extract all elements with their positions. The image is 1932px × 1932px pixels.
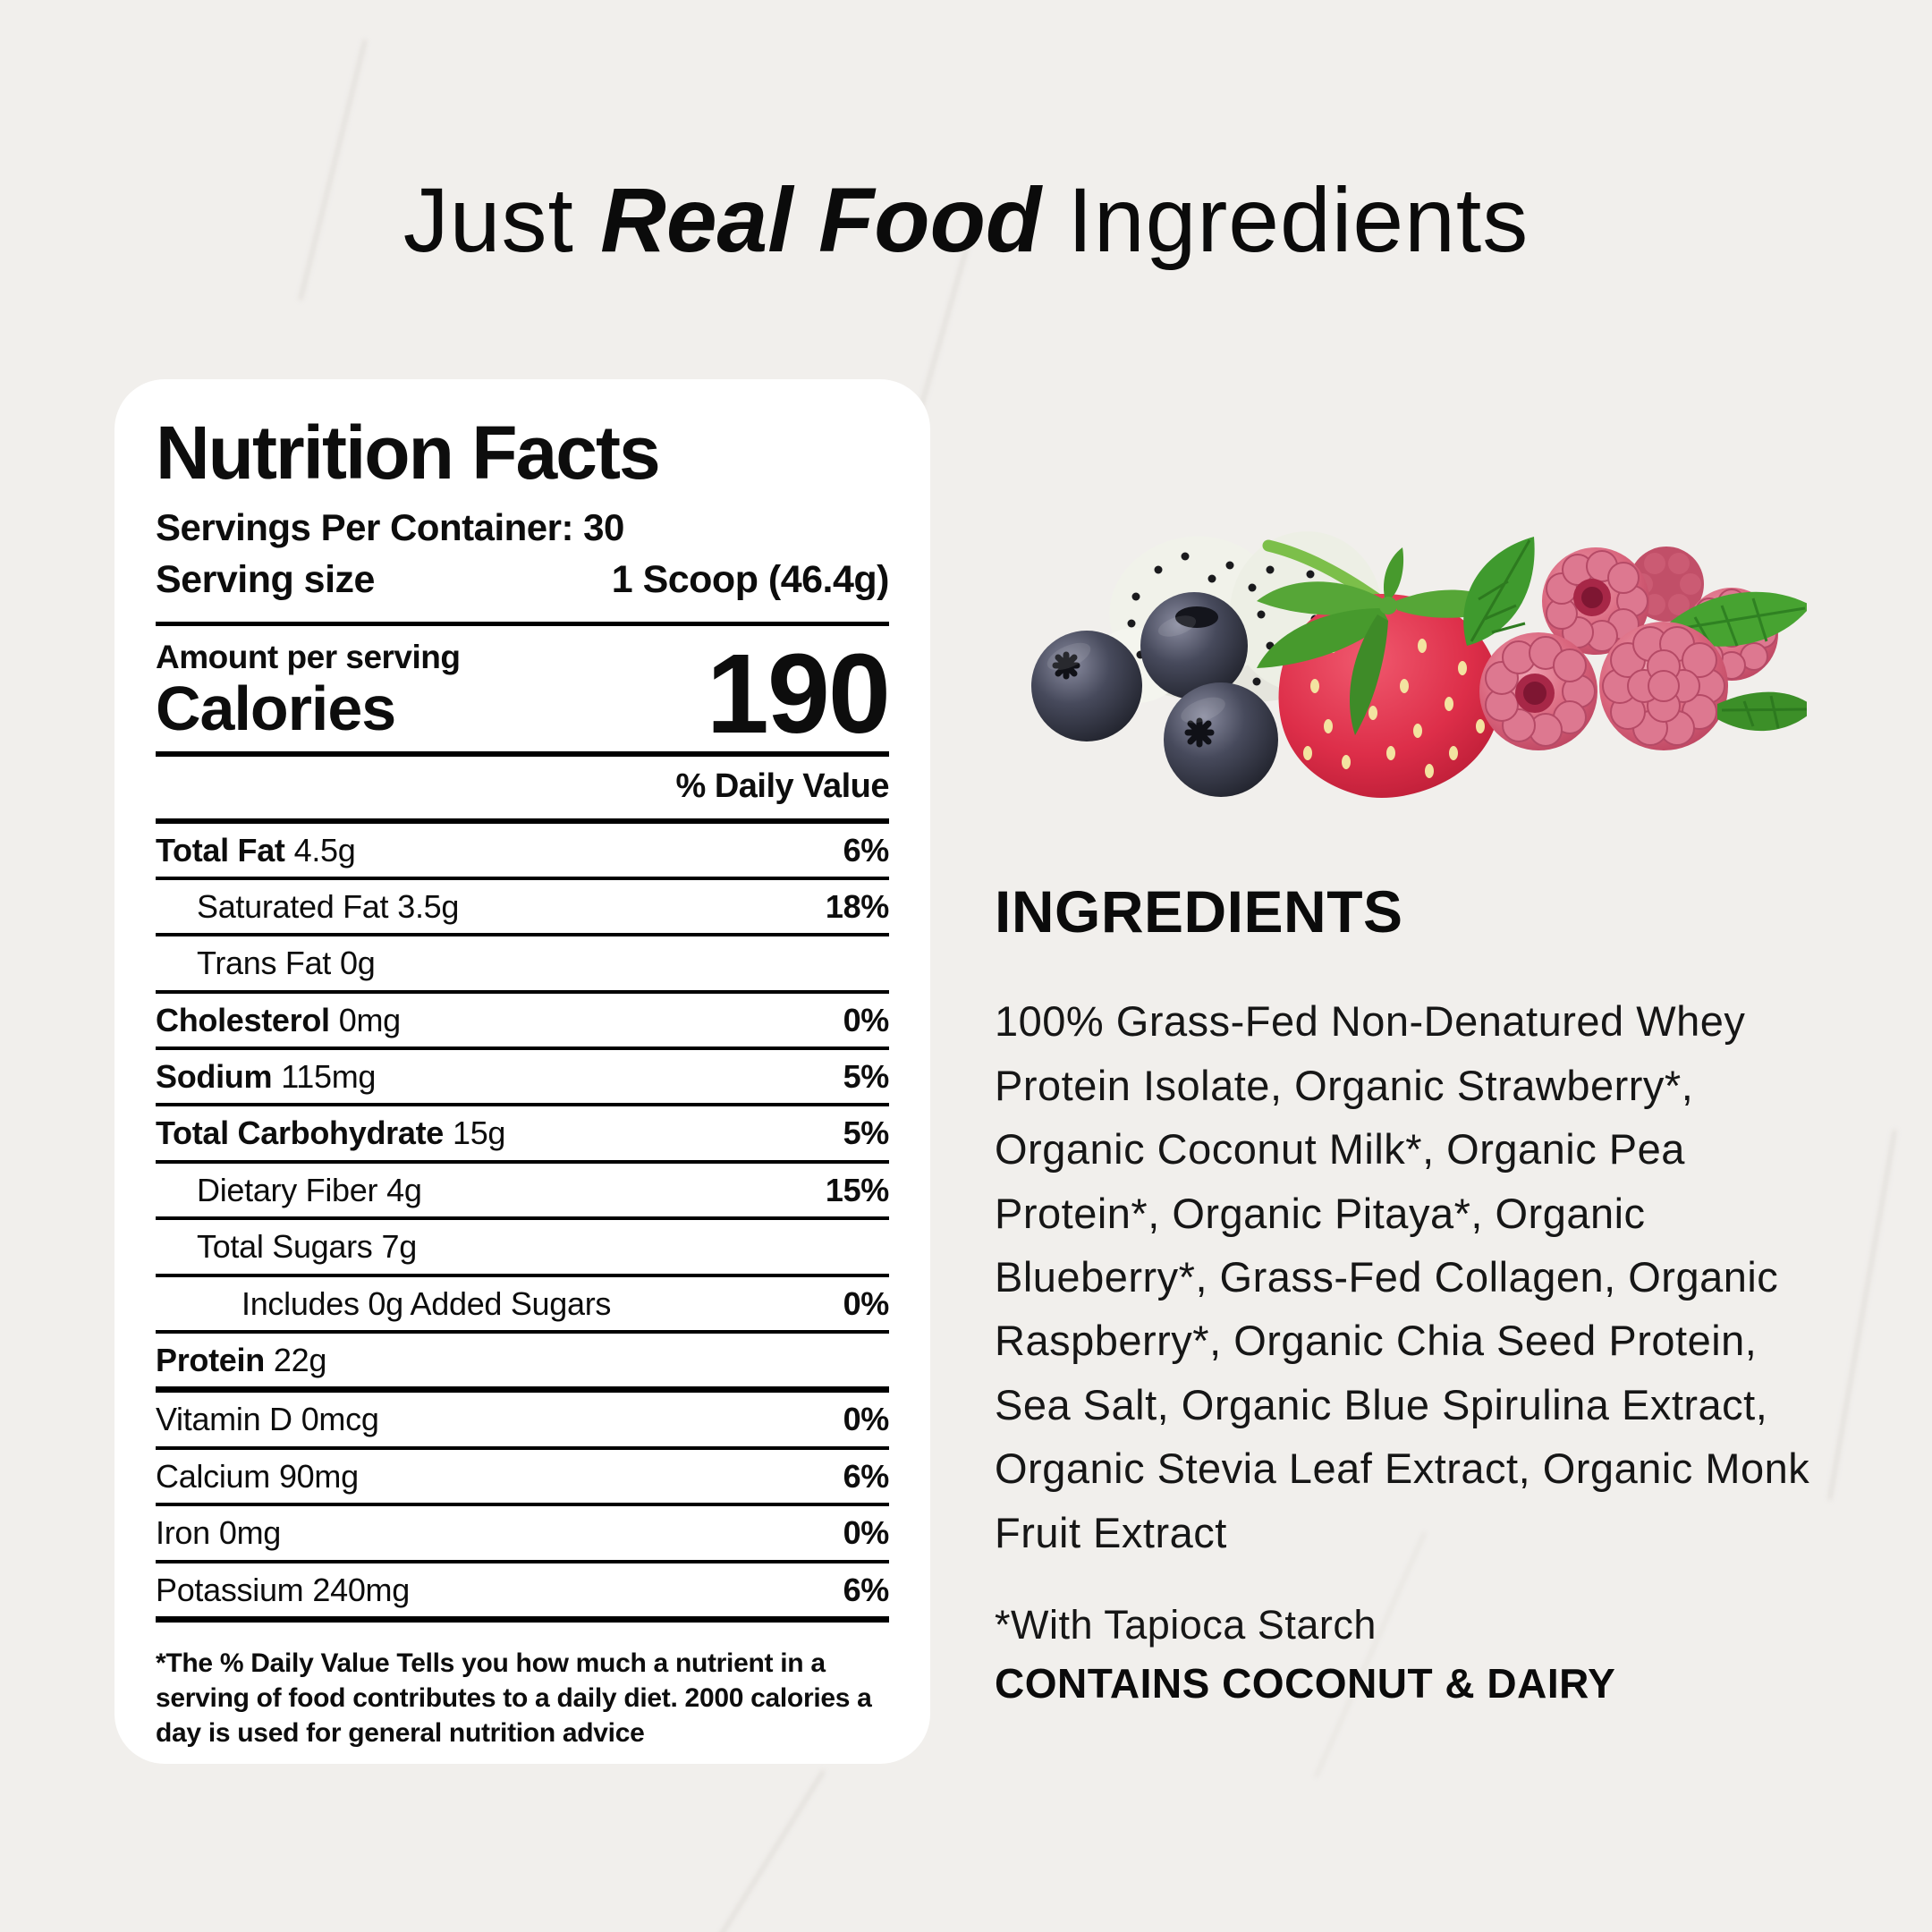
calories-label: Calories <box>156 674 396 743</box>
nutrient-label: Vitamin D 0mcg <box>156 1401 379 1438</box>
calories-labels: Amount per serving Calories <box>156 639 461 742</box>
nutrient-label: Calcium 90mg <box>156 1457 359 1495</box>
nutrient-label: Trans Fat 0g <box>197 945 376 982</box>
nutrient-daily-value: 5% <box>843 1058 890 1096</box>
nutrient-label: Potassium 240mg <box>156 1571 410 1608</box>
raspberries <box>1463 537 1807 750</box>
serving-size-row: Serving size 1 Scoop (46.4g) <box>156 558 890 602</box>
nutrient-daily-value: 5% <box>843 1114 890 1152</box>
servings-per-container: Servings Per Container: 30 <box>156 506 624 548</box>
nutrient-row: Total Sugars 7g <box>156 1220 889 1277</box>
nutrient-daily-value: 6% <box>843 1571 890 1608</box>
nutrient-label: Cholesterol 0mg <box>156 1001 401 1038</box>
nutrient-row: Includes 0g Added Sugars 0% <box>156 1277 890 1335</box>
nutrient-daily-value: 0% <box>843 1401 890 1438</box>
nutrient-label: Saturated Fat 3.5g <box>197 887 460 925</box>
nutrient-daily-value: 18% <box>825 887 889 925</box>
blueberries <box>1031 592 1278 797</box>
serving-size-value: 1 Scoop (46.4g) <box>611 558 890 601</box>
nutrient-row: Saturated Fat 3.5g 18% <box>156 880 889 937</box>
nutrient-row: Iron 0mg 0% <box>156 1506 889 1563</box>
daily-value-header: % Daily Value <box>156 757 890 824</box>
raspberry-leaf <box>1717 691 1807 732</box>
nutrient-label: Includes 0g Added Sugars <box>242 1284 612 1322</box>
nutrient-daily-value: 6% <box>843 831 890 869</box>
berries-image <box>1031 531 1807 799</box>
daily-value-footnote: *The % Daily Value Tells you how much a … <box>156 1648 872 1748</box>
nutrient-row: Protein 22g <box>156 1334 889 1394</box>
ingredients-section: INGREDIENTS 100% Grass-Fed Non-Denatured… <box>995 878 1826 1707</box>
nutrient-label: Protein 22g <box>156 1342 327 1379</box>
allergen-note: CONTAINS COCONUT & DAIRY <box>995 1660 1616 1707</box>
nutrient-row: Potassium 240mg 6% <box>156 1563 889 1623</box>
nutrient-label: Dietary Fiber 4g <box>197 1171 422 1208</box>
nutrient-row: Trans Fat 0g <box>156 936 889 994</box>
serving-size-label: Serving size <box>156 558 375 601</box>
title-suffix: Ingredients <box>1041 169 1530 272</box>
nutrient-row: Total Carbohydrate 15g 5% <box>156 1106 890 1164</box>
title-emphasis: Real Food <box>600 169 1042 272</box>
nutrient-row: Vitamin D 0mcg 0% <box>156 1393 890 1450</box>
nutrient-row: Sodium 115mg 5% <box>156 1050 890 1107</box>
divider <box>156 622 889 626</box>
ingredients-heading: INGREDIENTS <box>995 878 1403 945</box>
marble-vein <box>699 1769 826 1932</box>
nutrient-label: Sodium 115mg <box>156 1058 377 1096</box>
nutrient-daily-value: 6% <box>843 1457 890 1495</box>
nutrient-label: Total Carbohydrate 15g <box>156 1114 506 1152</box>
calories-block: Amount per serving Calories 190 <box>156 626 891 758</box>
nutrition-facts-panel: Nutrition Facts Servings Per Container: … <box>114 379 930 1764</box>
nutrient-rows: Total Fat 4.5g 6% Saturated Fat 3.5g 18% T… <box>156 824 889 1623</box>
page-title: Just Real Food Ingredients <box>0 170 1932 270</box>
nutrient-label: Iron 0mg <box>156 1514 281 1552</box>
nutrient-row: Total Fat 4.5g 6% <box>156 824 889 880</box>
strawberry <box>1257 547 1507 799</box>
nutrient-row: Calcium 90mg 6% <box>156 1450 890 1507</box>
nutrient-daily-value: 0% <box>843 1284 890 1322</box>
nutrient-daily-value: 15% <box>825 1171 889 1208</box>
nutrient-row: Cholesterol 0mg 0% <box>156 994 890 1051</box>
raspberry-leaf <box>1668 591 1807 647</box>
title-prefix: Just <box>402 169 601 272</box>
nutrient-daily-value: 0% <box>843 1514 890 1552</box>
marble-vein <box>1827 1129 1897 1501</box>
ingredients-text: 100% Grass-Fed Non-Denatured Whey Protei… <box>995 997 1810 1556</box>
amount-per-serving-label: Amount per serving <box>156 639 461 675</box>
strawberry-calyx <box>1257 547 1507 735</box>
nutrient-label: Total Sugars 7g <box>197 1228 417 1266</box>
raspberry-leaf <box>1463 537 1535 646</box>
tapioca-note: *With Tapioca Starch <box>995 1602 1377 1648</box>
nutrient-daily-value: 0% <box>843 1001 890 1038</box>
nutrition-facts-title: Nutrition Facts <box>156 411 661 495</box>
nutrient-row: Dietary Fiber 4g 15% <box>156 1164 889 1221</box>
calories-value: 190 <box>706 631 891 758</box>
nutrient-label: Total Fat 4.5g <box>156 831 356 869</box>
